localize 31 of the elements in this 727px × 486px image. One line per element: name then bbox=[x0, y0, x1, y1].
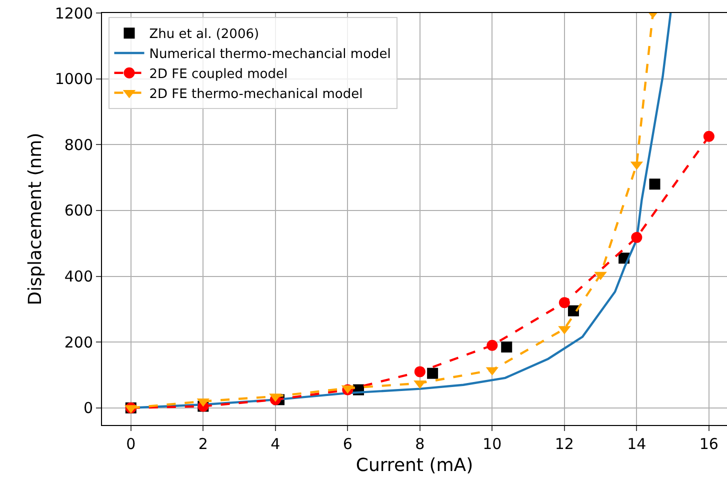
y-axis-title: Displacement (nm) bbox=[25, 132, 46, 306]
x-tick-label: 0 bbox=[126, 435, 136, 453]
point bbox=[631, 232, 642, 243]
point bbox=[558, 297, 570, 308]
x-axis-title: Current (mA) bbox=[356, 455, 474, 476]
y-tick-label: 1200 bbox=[54, 4, 93, 22]
x-tick-label: 4 bbox=[270, 435, 280, 453]
point bbox=[568, 305, 579, 316]
legend-label: Numerical thermo-mechancial model bbox=[149, 47, 391, 62]
y-tick-label: 800 bbox=[64, 136, 93, 154]
y-tick-label: 600 bbox=[64, 202, 93, 220]
x-tick-label: 12 bbox=[554, 435, 574, 453]
y-tick-label: 1000 bbox=[54, 70, 93, 88]
x-tick-label: 16 bbox=[699, 435, 718, 453]
x-tick-label: 14 bbox=[627, 435, 646, 453]
x-tick-label: 10 bbox=[482, 435, 502, 453]
point bbox=[649, 178, 660, 190]
x-tick-label: 8 bbox=[415, 435, 425, 453]
y-tick-label: 400 bbox=[64, 268, 93, 286]
legend-label: 2D FE coupled model bbox=[149, 66, 288, 82]
point bbox=[414, 366, 426, 378]
y-tick-label: 200 bbox=[64, 333, 93, 352]
x-tick-label: 6 bbox=[342, 435, 352, 453]
legend-label: Zhu et al. (2006) bbox=[149, 27, 260, 42]
point bbox=[427, 368, 438, 379]
point bbox=[486, 340, 498, 351]
x-tick-label: 2 bbox=[198, 435, 208, 453]
point bbox=[501, 342, 512, 353]
point bbox=[703, 130, 714, 142]
legend-label: 2D FE thermo-mechanical model bbox=[149, 86, 363, 102]
y-tick-label: 0 bbox=[83, 399, 93, 418]
